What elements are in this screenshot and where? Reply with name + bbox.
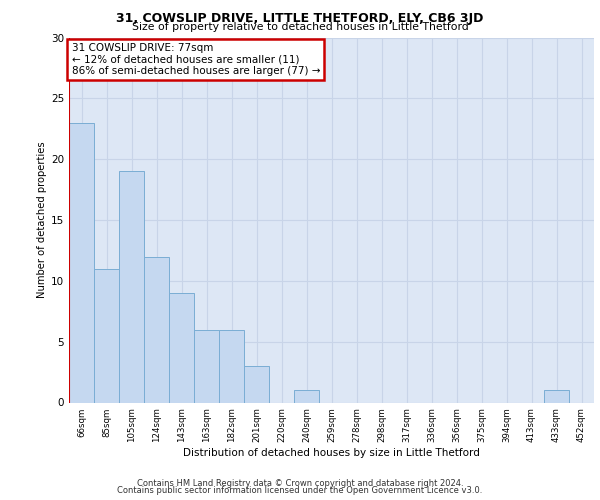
Bar bbox=[119, 172, 144, 402]
Text: Contains public sector information licensed under the Open Government Licence v3: Contains public sector information licen… bbox=[118, 486, 482, 495]
Bar bbox=[544, 390, 569, 402]
Text: 31 COWSLIP DRIVE: 77sqm
← 12% of detached houses are smaller (11)
86% of semi-de: 31 COWSLIP DRIVE: 77sqm ← 12% of detache… bbox=[71, 43, 320, 76]
Bar bbox=[169, 293, 194, 403]
Bar bbox=[194, 330, 219, 402]
Bar bbox=[94, 268, 119, 402]
Bar bbox=[244, 366, 269, 403]
Text: Contains HM Land Registry data © Crown copyright and database right 2024.: Contains HM Land Registry data © Crown c… bbox=[137, 478, 463, 488]
Text: Size of property relative to detached houses in Little Thetford: Size of property relative to detached ho… bbox=[131, 22, 469, 32]
Bar bbox=[69, 122, 94, 402]
Bar bbox=[144, 256, 169, 402]
Y-axis label: Number of detached properties: Number of detached properties bbox=[37, 142, 47, 298]
Text: 31, COWSLIP DRIVE, LITTLE THETFORD, ELY, CB6 3JD: 31, COWSLIP DRIVE, LITTLE THETFORD, ELY,… bbox=[116, 12, 484, 25]
Bar bbox=[219, 330, 244, 402]
Bar bbox=[294, 390, 319, 402]
X-axis label: Distribution of detached houses by size in Little Thetford: Distribution of detached houses by size … bbox=[183, 448, 480, 458]
